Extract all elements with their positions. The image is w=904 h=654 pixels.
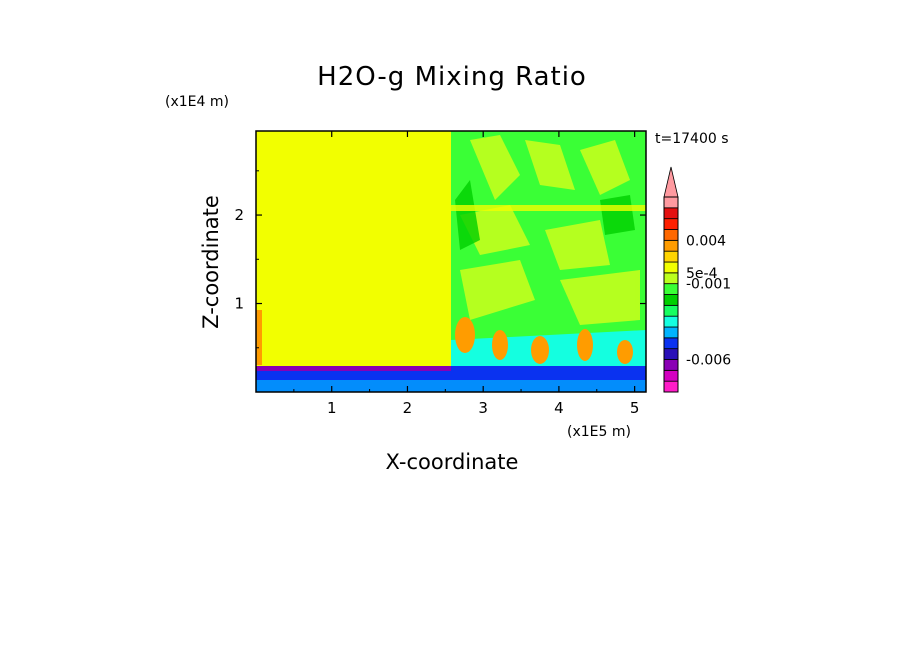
field-orange-plumes [455, 317, 633, 364]
colorbar-level [663, 326, 679, 339]
x-tick-label: 3 [478, 399, 488, 417]
x-tick-labels: 1 2 3 4 5 [293, 131, 640, 417]
colorbar-level [663, 315, 679, 328]
field-streaks [460, 135, 640, 325]
colorbar-level [663, 283, 679, 295]
y-axis-label: Z-coordinate [199, 195, 223, 329]
colorbar-level [663, 250, 679, 263]
colorbar-level [663, 294, 679, 306]
colorbar-level [663, 239, 679, 252]
colorbar-tick-label: -0.001 [686, 277, 731, 293]
colorbar-level [663, 380, 679, 393]
colorbar-tick-label: 0.004 [686, 233, 726, 249]
colorbar-level [663, 261, 679, 274]
plot-frame [255, 130, 647, 393]
y-tick-labels: 12 [234, 170, 646, 349]
colorbar-level [663, 207, 679, 220]
colorbar-level [663, 196, 679, 209]
y-tick-label: 1 [234, 295, 244, 313]
x-scale-label: (x1E5 m) [567, 424, 631, 440]
colorbar-level [663, 304, 679, 317]
colorbar-tick-label: 5e-4 [686, 266, 718, 282]
colorbar-level [663, 229, 679, 241]
colorbar-level [663, 348, 679, 360]
field-band [451, 205, 646, 211]
field-bottom-cyan [256, 380, 646, 392]
colorbar: 0.004 5e-4-0.001 -0.006 [663, 166, 731, 393]
field-left-edge [256, 310, 262, 365]
colorbar-frame [663, 196, 679, 393]
x-tick-label: 4 [554, 399, 564, 417]
field-bottom-purple [256, 366, 451, 371]
field-background-left [256, 131, 451, 392]
colorbar-level [663, 369, 679, 382]
y-tick-label: 2 [234, 206, 244, 224]
x-tick-label: 1 [327, 399, 337, 417]
colorbar-level [663, 272, 679, 285]
colorbar-level [663, 337, 679, 350]
heatmap-field [256, 131, 646, 392]
time-label: t=17400 s [655, 131, 729, 147]
chart-title: H2O-g Mixing Ratio [317, 62, 587, 92]
y-scale-label: (x1E4 m) [165, 94, 229, 110]
colorbar-extend-max [663, 166, 679, 198]
colorbar-level [663, 218, 679, 230]
x-axis-label: X-coordinate [386, 450, 519, 474]
colorbar-level [663, 359, 679, 371]
colorbar-tick-label: -0.006 [686, 353, 731, 369]
x-tick-label: 5 [630, 399, 640, 417]
x-tick-label: 2 [403, 399, 413, 417]
